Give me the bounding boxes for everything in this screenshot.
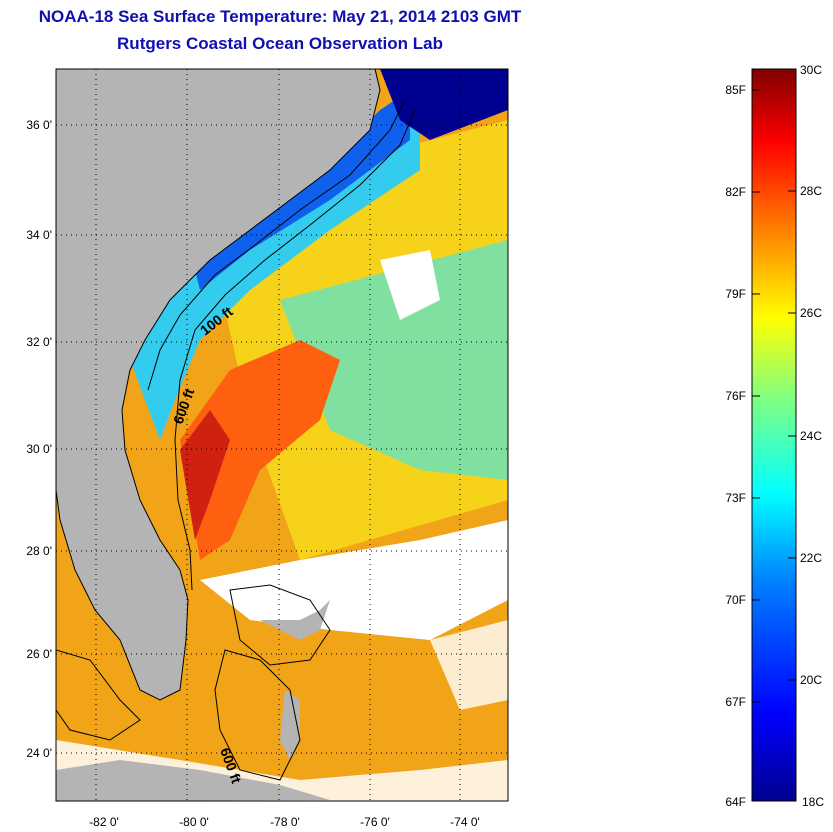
colorbar-f-label: 76F (725, 389, 746, 403)
colorbar-c-label: 28C (800, 184, 822, 198)
lon-label: -82 0' (89, 815, 119, 829)
lon-label: -74 0' (450, 815, 480, 829)
colorbar-ticks (752, 89, 796, 703)
lon-label: -76 0' (360, 815, 390, 829)
colorbar-c-label: 30C (800, 63, 822, 77)
colorbar-c-label: 26C (800, 306, 822, 320)
lon-label: -78 0' (270, 815, 300, 829)
colorbar-c-label: 18C (802, 795, 824, 809)
colorbar-f-label: 82F (725, 185, 746, 199)
lat-label: 30 0' (26, 442, 52, 456)
colorbar (752, 69, 796, 801)
colorbar-f-label: 79F (725, 287, 746, 301)
lat-label: 24 0' (26, 746, 52, 760)
lat-label: 32 0' (26, 335, 52, 349)
map-frame (55, 68, 509, 802)
lon-label: -80 0' (179, 815, 209, 829)
land-mass (56, 69, 380, 700)
colorbar-f-label: 85F (725, 83, 746, 97)
sst-image (56, 69, 508, 801)
colorbar-fahrenheit-scale: 85F 82F 79F 76F 73F 70F 67F 64F (725, 83, 746, 809)
colorbar-f-label: 64F (725, 795, 746, 809)
longitude-axis: -82 0' -80 0' -78 0' -76 0' -74 0' (89, 815, 480, 829)
lat-label: 34 0' (26, 228, 52, 242)
map-title: NOAA-18 Sea Surface Temperature: May 21,… (38, 7, 522, 26)
colorbar-celsius-scale: 30C 28C 26C 24C 22C 20C 18C (800, 63, 824, 809)
lat-label: 26 0' (26, 647, 52, 661)
lat-label: 36 0' (26, 118, 52, 132)
colorbar-f-label: 67F (725, 695, 746, 709)
latitude-axis: 36 0' 34 0' 32 0' 30 0' 28 0' 26 0' 24 0… (26, 118, 52, 760)
lat-lon-grid (56, 69, 508, 801)
colorbar-c-label: 20C (800, 673, 822, 687)
lat-label: 28 0' (26, 544, 52, 558)
map-subtitle: Rutgers Coastal Ocean Observation Lab (117, 34, 443, 53)
colorbar-f-label: 73F (725, 491, 746, 505)
colorbar-c-label: 22C (800, 551, 822, 565)
colorbar-c-label: 24C (800, 429, 822, 443)
colorbar-f-label: 70F (725, 593, 746, 607)
